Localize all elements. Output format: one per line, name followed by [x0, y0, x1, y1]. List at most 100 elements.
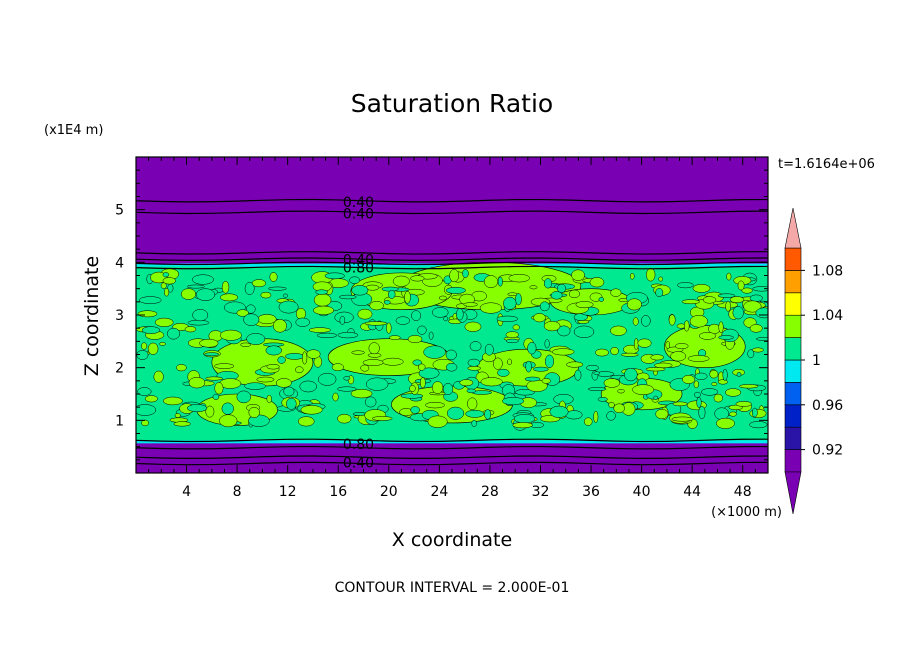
moist-speckle — [694, 391, 701, 398]
colorbar-label: 0.96 — [812, 398, 843, 414]
contour-line — [136, 210, 768, 215]
moist-speckle — [186, 404, 208, 413]
moist-speckle — [568, 289, 580, 299]
moist-speckle — [687, 355, 710, 362]
moist-speckle — [527, 341, 537, 355]
moist-speckle — [236, 309, 249, 317]
contour-line — [136, 251, 768, 255]
moist-speckle — [425, 401, 445, 409]
moist-speckle — [248, 406, 260, 419]
moist-speckle — [136, 404, 157, 416]
moist-speckle — [350, 389, 373, 399]
moist-speckle — [515, 389, 536, 396]
moist-speckle — [428, 331, 434, 340]
moist-speckle — [749, 324, 763, 333]
moist-speckle — [212, 393, 220, 400]
moist-speckle — [266, 394, 272, 403]
moist-speckle — [694, 372, 708, 380]
moist-speckle — [273, 319, 287, 333]
moist-speckle — [670, 351, 687, 362]
moist-speckle — [357, 308, 373, 320]
moist-speckle — [603, 378, 621, 388]
moist-speckle — [162, 277, 176, 285]
moist-speckle — [725, 301, 731, 312]
moist-speckle — [153, 370, 164, 383]
moist-speckle — [557, 283, 567, 293]
moist-speckle — [364, 396, 377, 408]
moist-speckle — [427, 415, 448, 428]
moist-speckle — [186, 284, 205, 289]
colorbar-segment — [784, 426, 802, 450]
contour-interval-footer: CONTOUR INTERVAL = 2.000E-01 — [335, 580, 570, 596]
x-tick-label: 28 — [481, 484, 499, 500]
moist-speckle — [725, 388, 742, 397]
moist-speckle — [672, 401, 688, 407]
moist-speckle — [365, 377, 389, 391]
moist-speckle — [214, 363, 235, 369]
moist-speckle — [220, 293, 239, 302]
contour-label: 0.80 — [343, 261, 374, 277]
moist-speckle — [362, 359, 384, 366]
moist-speckle — [726, 272, 732, 281]
moist-speckle — [539, 301, 550, 312]
moist-speckle — [544, 354, 554, 369]
moist-speckle — [139, 296, 162, 305]
moist-speckle — [658, 276, 663, 282]
moist-speckle — [295, 307, 306, 320]
moist-speckle — [729, 411, 737, 417]
moist-speckle — [502, 397, 525, 406]
moist-speckle — [467, 397, 478, 411]
moist-speckle — [702, 296, 717, 304]
moist-speckle — [632, 317, 639, 326]
moist-speckle — [543, 321, 561, 332]
x-tick-label: 48 — [734, 484, 752, 500]
moist-speckle — [507, 358, 513, 366]
moist-speckle — [382, 357, 404, 366]
moist-speckle — [717, 293, 736, 298]
moist-speckle — [692, 284, 711, 293]
moist-speckle — [484, 343, 494, 356]
moist-speckle — [617, 388, 625, 394]
moist-speckle — [610, 288, 622, 297]
moist-speckle — [575, 301, 594, 309]
moist-speckle — [466, 388, 476, 394]
moist-speckle — [338, 294, 357, 300]
moist-speckle — [755, 337, 768, 341]
moist-speckle — [610, 346, 619, 356]
moist-speckle — [655, 288, 664, 298]
moist-speckle — [339, 315, 346, 325]
moist-speckle — [324, 272, 345, 280]
moist-speckle — [583, 417, 593, 426]
moist-speckle — [574, 369, 582, 381]
moist-speckle — [299, 380, 317, 393]
moist-speckle — [141, 326, 161, 334]
x-tick-label: 24 — [430, 484, 448, 500]
moist-speckle — [469, 341, 482, 352]
moist-speckle — [496, 315, 519, 322]
moist-speckle — [412, 359, 422, 366]
moist-speckle — [431, 307, 449, 318]
moist-speckle — [467, 358, 481, 367]
contour-line — [136, 198, 768, 203]
moist-speckle — [337, 413, 352, 424]
moist-speckle — [598, 297, 605, 302]
moist-speckle — [180, 288, 197, 300]
moist-speckle — [593, 410, 599, 423]
moist-speckle — [383, 300, 391, 305]
moist-speckle — [737, 280, 745, 291]
moist-speckle — [337, 386, 357, 392]
moist-speckle — [751, 407, 758, 418]
moist-speckle — [463, 302, 478, 307]
moist-speckle — [313, 293, 332, 307]
moist-speckle — [400, 393, 424, 399]
moist-speckle — [313, 305, 334, 315]
moist-speckle — [465, 409, 485, 418]
moist-speckle — [529, 285, 538, 290]
contour-label: 0.40 — [343, 253, 374, 269]
x-axis: 4 8 12 16 20 24 28 32 36 40 44 48 — [135, 157, 769, 500]
contour-label: 0.40 — [343, 455, 374, 471]
moist-speckle — [654, 362, 673, 369]
moist-speckle — [484, 409, 492, 420]
x-tick-label: 16 — [329, 484, 347, 500]
